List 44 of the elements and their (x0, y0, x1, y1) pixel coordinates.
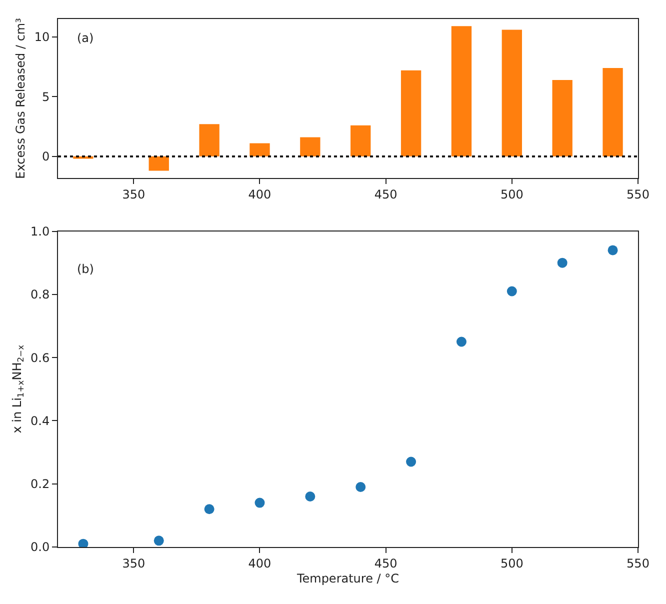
point (78, 538, 88, 547)
annotation: (a) (77, 31, 94, 45)
x-tick-label: 350 (122, 556, 146, 570)
point (305, 491, 316, 502)
annotation: (b) (77, 262, 94, 276)
point (506, 286, 517, 296)
bar (602, 68, 623, 156)
bar (350, 125, 371, 156)
x-tick-label: 450 (374, 556, 398, 570)
point (356, 482, 366, 492)
y-tick-label: 0.8 (30, 288, 50, 302)
y-tick-label: 5 (42, 90, 50, 104)
x-tick-label: 500 (500, 556, 524, 570)
x-tick-label: 550 (626, 556, 650, 570)
bar (250, 143, 270, 156)
bar (199, 124, 220, 156)
x-tick-label: 400 (248, 187, 272, 202)
point (557, 258, 568, 268)
y-tick-label: 0.2 (30, 477, 50, 492)
x-tick-label: 500 (500, 187, 524, 202)
bar (552, 80, 572, 156)
point (154, 536, 164, 546)
point (608, 245, 618, 256)
bar (451, 26, 472, 156)
point (254, 498, 265, 508)
bar (148, 156, 169, 171)
bar (300, 137, 320, 156)
y-tick-label: 0.6 (30, 350, 50, 365)
x-tick-label: 550 (626, 187, 650, 202)
point (204, 504, 214, 514)
x-tick-label: 450 (374, 187, 398, 202)
x-axis-title: Temperature / °C (296, 571, 400, 586)
y-axis-title: Excess Gas Released / cm³ (14, 18, 28, 179)
point (456, 336, 466, 347)
y-tick-label: 0.4 (30, 414, 50, 428)
y-tick-label: 10 (34, 30, 50, 44)
bar (400, 70, 422, 156)
point (406, 456, 416, 467)
x-tick-label: 400 (248, 556, 272, 570)
y-tick-label: 1.0 (30, 224, 50, 238)
bar (502, 30, 522, 156)
y-tick-label: 0.0 (30, 540, 50, 554)
y-tick-label: 0 (42, 150, 50, 164)
x-tick-label: 350 (122, 187, 146, 202)
